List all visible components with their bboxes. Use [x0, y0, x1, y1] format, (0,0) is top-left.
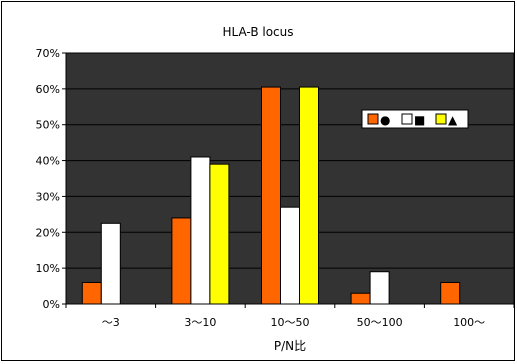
legend: ● ■ ▲ — [361, 109, 469, 129]
y-axis-ticks: 0% 10% 20% 30% 40% 50% 60% 70% — [36, 47, 66, 311]
x-tick-label: ～3 — [102, 316, 120, 329]
bar — [81, 281, 102, 305]
chart-svg: HLA-B locus 0% 10% 20% 30% 40% 50% 60% 70% ～3 3～… — [36, 25, 515, 353]
y-tick-label: 20% — [36, 226, 60, 239]
x-tick-label: 10～50 — [271, 316, 310, 329]
y-tick-label: 40% — [36, 155, 60, 168]
legend-symbol: ● — [380, 113, 390, 127]
legend-symbol: ▲ — [448, 113, 458, 127]
bar — [280, 206, 300, 305]
legend-swatch — [435, 113, 447, 125]
x-tick-label: 50～100 — [357, 316, 403, 329]
chart-title: HLA-B locus — [222, 25, 293, 39]
legend-swatch — [401, 113, 413, 125]
y-tick-label: 0% — [43, 298, 60, 311]
bar — [440, 281, 461, 305]
x-axis-label: P/N比 — [274, 339, 306, 353]
bar — [209, 163, 230, 305]
y-tick-label: 60% — [36, 83, 60, 96]
bar — [190, 156, 211, 305]
y-tick-label: 30% — [36, 190, 60, 203]
bar — [171, 217, 192, 305]
y-tick-label: 10% — [36, 262, 60, 275]
x-tick-label: 3～10 — [184, 316, 216, 329]
bar — [261, 86, 281, 305]
bar — [100, 222, 121, 305]
bar — [299, 86, 319, 305]
legend-symbol: ■ — [414, 113, 425, 127]
bars — [81, 86, 461, 305]
y-tick-label: 50% — [36, 119, 60, 132]
x-axis-ticks: ～3 3～10 10～50 50～100 100～ — [65, 304, 515, 329]
legend-swatch — [367, 113, 379, 125]
x-tick-label: 100～ — [453, 316, 485, 329]
bar — [369, 271, 390, 305]
y-tick-label: 70% — [36, 47, 60, 60]
bar — [350, 292, 371, 305]
